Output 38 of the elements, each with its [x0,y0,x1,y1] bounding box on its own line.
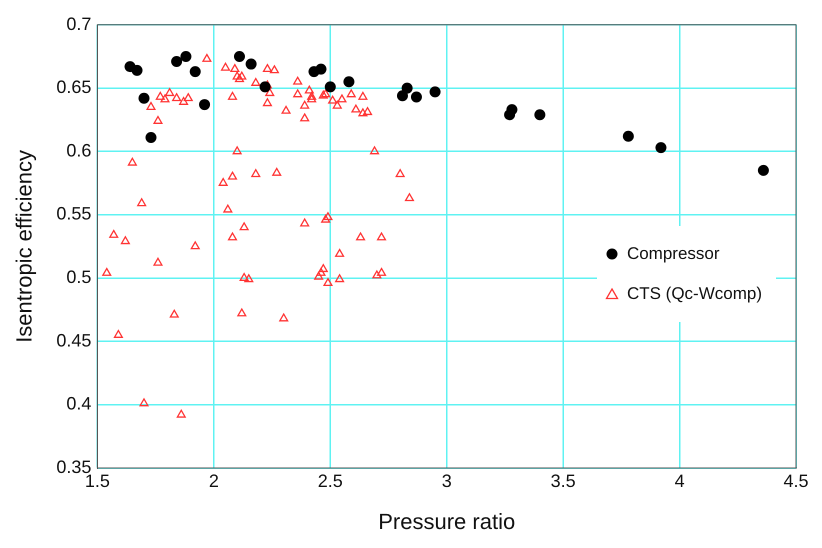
point [506,104,518,116]
point [534,109,546,120]
y-tick-label: 0.6 [66,140,92,160]
point [234,50,245,62]
x-tick-label: 3 [442,470,452,491]
point [190,66,201,78]
point [430,86,441,98]
x-tick-label: 4 [674,470,685,491]
point [402,82,413,94]
y-tick-label: 0.7 [66,14,92,34]
point [622,130,634,142]
point [132,64,143,76]
point [758,164,769,176]
point [171,56,182,68]
point [180,50,192,62]
y-axis-title: Isentropic efficiency [11,150,36,343]
x-tick-label: 2.5 [318,470,343,491]
y-tick-label: 0.55 [56,204,92,224]
y-tick-label: 0.5 [66,267,92,288]
x-axis-title: Pressure ratio [378,508,516,534]
point [260,81,271,92]
x-tick-label: 3.5 [550,470,576,491]
y-tick-label: 0.65 [56,77,92,98]
y-tick-label: 0.4 [66,394,92,414]
x-tick-label: 4.5 [783,470,809,491]
point [343,76,354,88]
point [138,92,150,104]
point [246,58,257,70]
legend-label: CTS (Qc-Wcomp) [626,284,762,304]
y-tick-label: 0.45 [56,330,92,350]
point [315,64,326,75]
point [145,132,156,143]
point [655,142,666,154]
point [324,81,336,92]
x-tick-label: 2 [208,470,219,491]
legend-label: Compressor [626,244,720,264]
point [410,91,422,102]
point [199,99,210,110]
